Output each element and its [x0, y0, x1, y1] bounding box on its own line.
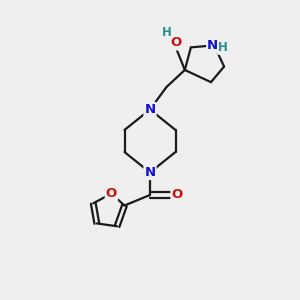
Text: O: O [170, 37, 182, 50]
Text: N: N [144, 103, 156, 116]
Text: H: H [218, 41, 227, 54]
Text: H: H [162, 26, 172, 39]
Text: N: N [207, 39, 218, 52]
Text: N: N [144, 166, 156, 179]
Text: O: O [106, 187, 117, 200]
Text: O: O [171, 188, 183, 202]
